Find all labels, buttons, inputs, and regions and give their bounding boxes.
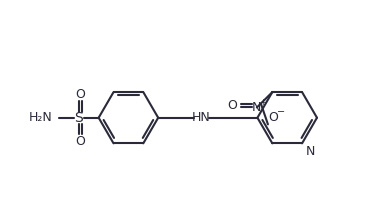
Text: O: O <box>268 111 278 124</box>
Text: H₂N: H₂N <box>29 111 53 124</box>
Text: O: O <box>75 135 85 148</box>
Text: O: O <box>227 99 237 112</box>
Text: S: S <box>74 111 83 125</box>
Text: N: N <box>252 101 262 114</box>
Text: −: − <box>277 107 285 117</box>
Text: +: + <box>259 98 266 107</box>
Text: O: O <box>75 87 85 100</box>
Text: N: N <box>306 145 315 158</box>
Text: HN: HN <box>191 111 210 124</box>
